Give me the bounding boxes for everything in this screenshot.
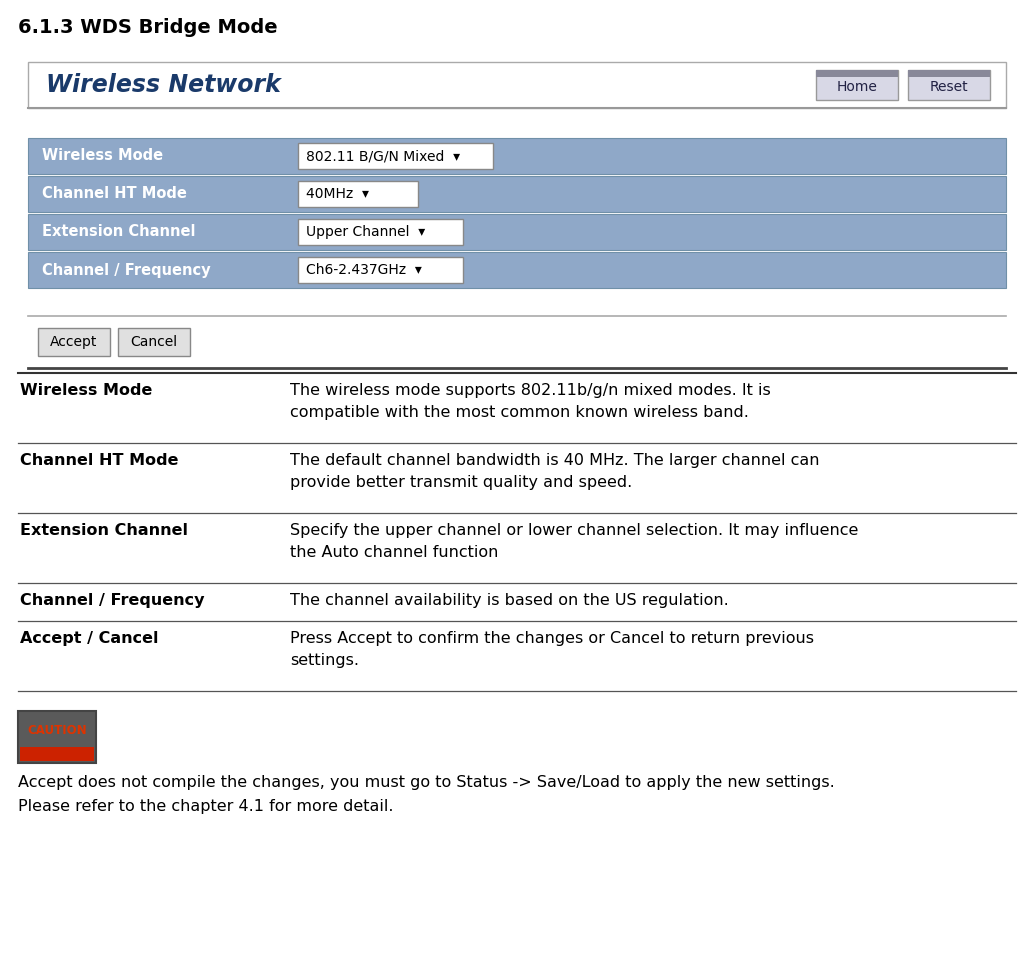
Bar — [28, 138, 1006, 174]
Text: Specify the upper channel or lower channel selection. It may influence: Specify the upper channel or lower chann… — [290, 523, 858, 538]
Text: 802.11 B/G/N Mixed  ▾: 802.11 B/G/N Mixed ▾ — [306, 149, 460, 163]
Text: Ch6-2.437GHz  ▾: Ch6-2.437GHz ▾ — [306, 263, 422, 277]
Bar — [298, 257, 463, 283]
Text: Channel HT Mode: Channel HT Mode — [20, 453, 179, 468]
Text: Please refer to the chapter 4.1 for more detail.: Please refer to the chapter 4.1 for more… — [18, 799, 394, 814]
Text: Upper Channel  ▾: Upper Channel ▾ — [306, 225, 425, 239]
Text: The channel availability is based on the US regulation.: The channel availability is based on the… — [290, 593, 729, 608]
Bar — [18, 711, 96, 763]
Text: Reset: Reset — [930, 80, 968, 94]
Bar — [816, 70, 898, 77]
Text: Accept does not compile the changes, you must go to Status -> Save/Load to apply: Accept does not compile the changes, you… — [18, 775, 834, 790]
Bar — [28, 214, 1006, 250]
Bar — [28, 176, 1006, 212]
Text: Extension Channel: Extension Channel — [20, 523, 188, 538]
Text: Channel HT Mode: Channel HT Mode — [42, 187, 187, 201]
Text: the Auto channel function: the Auto channel function — [290, 545, 498, 560]
Bar — [908, 70, 990, 77]
Text: Wireless Network: Wireless Network — [45, 73, 281, 97]
Bar — [28, 252, 1006, 288]
Text: Wireless Mode: Wireless Mode — [42, 149, 163, 163]
Text: Press Accept to confirm the changes or Cancel to return previous: Press Accept to confirm the changes or C… — [290, 631, 814, 646]
Text: Extension Channel: Extension Channel — [42, 224, 195, 240]
Bar — [298, 181, 418, 207]
Bar — [38, 328, 110, 356]
Text: Accept / Cancel: Accept / Cancel — [20, 631, 158, 646]
Text: Channel / Frequency: Channel / Frequency — [20, 593, 205, 608]
Text: provide better transmit quality and speed.: provide better transmit quality and spee… — [290, 475, 632, 490]
Bar — [298, 219, 463, 245]
Text: 40MHz  ▾: 40MHz ▾ — [306, 187, 369, 201]
Text: The wireless mode supports 802.11b/g/n mixed modes. It is: The wireless mode supports 802.11b/g/n m… — [290, 383, 770, 398]
Bar — [816, 70, 898, 77]
Text: CAUTION: CAUTION — [27, 724, 87, 738]
Bar — [20, 747, 94, 761]
Text: The default channel bandwidth is 40 MHz. The larger channel can: The default channel bandwidth is 40 MHz.… — [290, 453, 820, 468]
Text: settings.: settings. — [290, 653, 359, 668]
Text: 6.1.3 WDS Bridge Mode: 6.1.3 WDS Bridge Mode — [18, 18, 277, 37]
Text: Cancel: Cancel — [130, 335, 178, 349]
Bar — [118, 328, 190, 356]
Bar — [28, 62, 1006, 108]
Bar — [298, 143, 493, 169]
Text: compatible with the most common known wireless band.: compatible with the most common known wi… — [290, 405, 749, 420]
Bar — [908, 70, 990, 100]
Text: Channel / Frequency: Channel / Frequency — [42, 262, 211, 278]
Text: Wireless Mode: Wireless Mode — [20, 383, 152, 398]
Text: Home: Home — [837, 80, 878, 94]
Bar — [816, 70, 898, 100]
Text: Accept: Accept — [51, 335, 97, 349]
